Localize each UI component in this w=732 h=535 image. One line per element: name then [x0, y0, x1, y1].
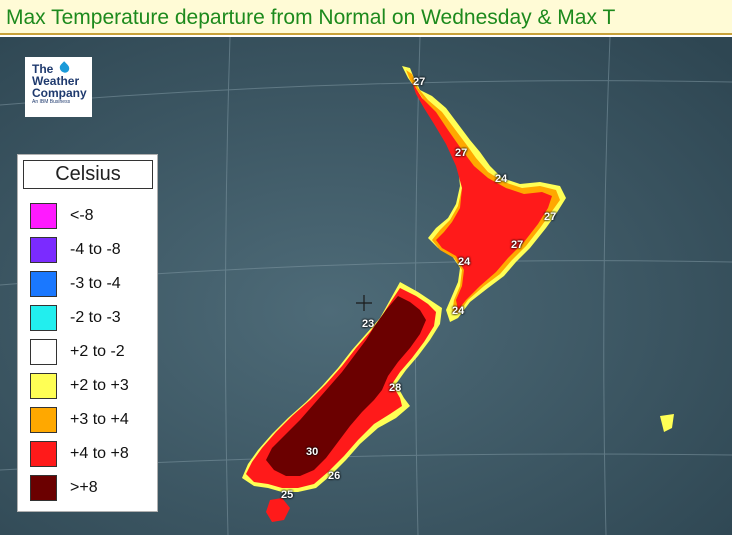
temp-label: 30 — [306, 446, 319, 458]
legend-label: +3 to +4 — [70, 411, 129, 428]
temp-label: 25 — [281, 489, 294, 501]
legend-item: -2 to -3 — [30, 305, 155, 331]
legend-swatch — [30, 441, 57, 467]
legend-label: +2 to -2 — [70, 343, 125, 360]
legend-item: -4 to -8 — [30, 237, 155, 263]
south-island — [242, 282, 442, 522]
legend: Celsius <-8 -4 to -8 -3 to -4 -2 to -3 +… — [17, 154, 158, 512]
legend-label: +2 to +3 — [70, 377, 129, 394]
legend-label: +4 to +8 — [70, 445, 129, 462]
legend-item: -3 to -4 — [30, 271, 155, 297]
legend-swatch — [30, 305, 57, 331]
legend-label: >+8 — [70, 479, 98, 496]
legend-item: <-8 — [30, 203, 155, 229]
logo-line-3: Company — [32, 86, 87, 100]
temp-label: 27 — [413, 76, 426, 88]
chatham-islands — [660, 414, 674, 432]
legend-item: +3 to +4 — [30, 407, 155, 433]
temp-label: 27 — [455, 147, 468, 159]
temp-label: 27 — [544, 211, 557, 223]
legend-label: -4 to -8 — [70, 241, 121, 258]
legend-item: +2 to +3 — [30, 373, 155, 399]
logo-line-1: The — [32, 62, 54, 76]
stewart-island — [266, 498, 290, 522]
legend-item: +4 to +8 — [30, 441, 155, 467]
legend-swatch — [30, 339, 57, 365]
temp-label: 26 — [328, 470, 341, 482]
temp-label: 24 — [495, 173, 508, 185]
logo-line-2: Weather — [32, 74, 80, 88]
north-island — [402, 66, 566, 322]
temp-label: 28 — [389, 382, 402, 394]
logo-tagline: An IBM Business — [32, 99, 71, 105]
legend-label: -3 to -4 — [70, 275, 121, 292]
south-island-darkred — [266, 296, 426, 476]
north-island-red — [412, 82, 552, 310]
weather-company-logo: The Weather Company An IBM Business — [25, 57, 92, 117]
crosshair-icon — [356, 295, 372, 311]
temp-label: 24 — [452, 305, 465, 317]
legend-label: <-8 — [70, 207, 94, 224]
legend-swatch — [30, 237, 57, 263]
legend-item: +2 to -2 — [30, 339, 155, 365]
legend-swatch — [30, 407, 57, 433]
legend-title: Celsius — [23, 160, 153, 189]
legend-swatch — [30, 271, 57, 297]
legend-swatch — [30, 373, 57, 399]
temp-label: 24 — [458, 256, 471, 268]
map-title: Max Temperature departure from Normal on… — [0, 0, 732, 35]
legend-item: >+8 — [30, 475, 155, 501]
legend-swatch — [30, 203, 57, 229]
legend-label: -2 to -3 — [70, 309, 121, 326]
temp-label: 27 — [511, 239, 524, 251]
legend-swatch — [30, 475, 57, 501]
temp-label: 23 — [362, 318, 375, 330]
